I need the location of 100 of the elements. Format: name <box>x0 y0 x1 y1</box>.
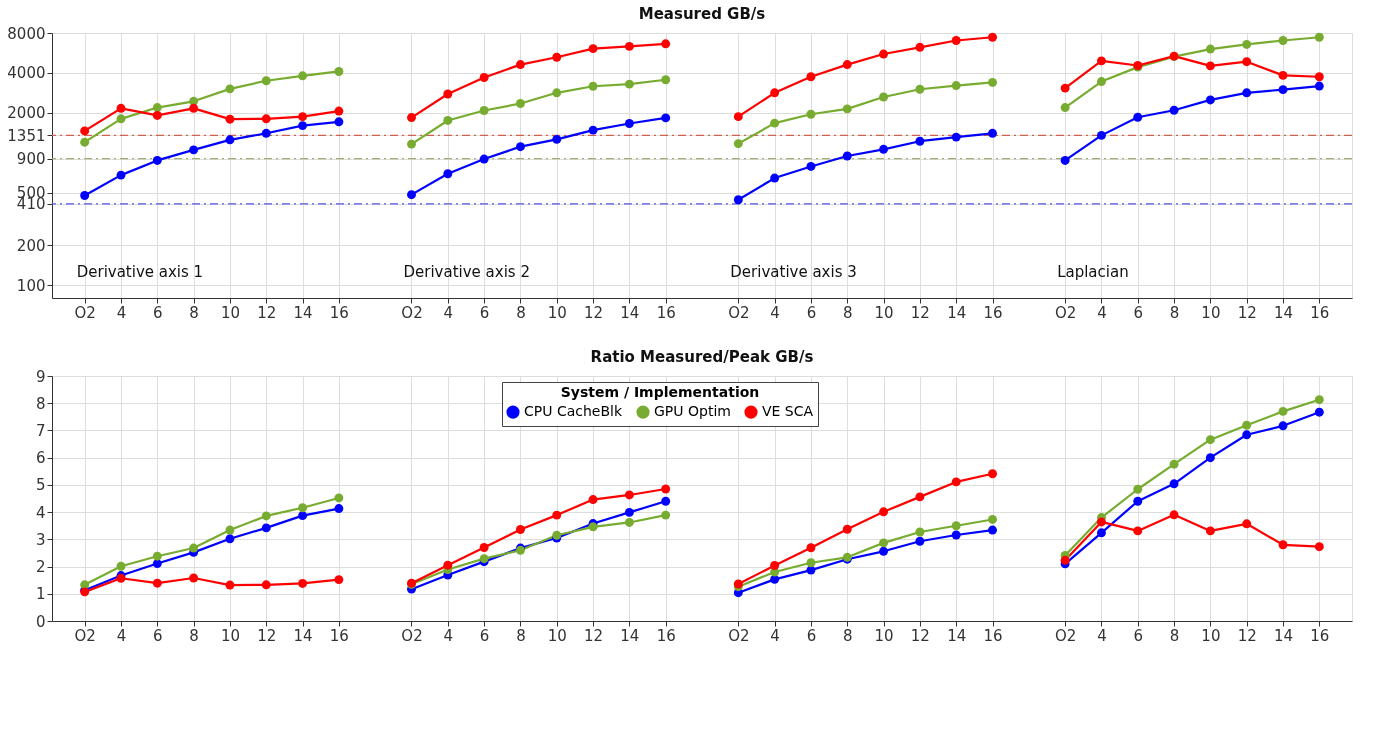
x-tick-label: 12 <box>1237 626 1257 645</box>
point <box>1314 32 1324 42</box>
point <box>1169 510 1179 520</box>
x-tick-label: O2 <box>1054 303 1077 322</box>
x-tick-label: 12 <box>584 303 604 322</box>
point <box>407 190 416 200</box>
point <box>951 521 961 531</box>
point <box>661 75 671 85</box>
point <box>624 119 634 128</box>
y-tick-label: 0 <box>35 612 46 631</box>
point <box>407 139 416 149</box>
point <box>661 484 671 494</box>
point <box>879 546 889 556</box>
point <box>552 510 562 520</box>
point <box>842 524 852 534</box>
x-tick-label: 10 <box>220 626 240 645</box>
point <box>1278 421 1288 431</box>
point <box>1133 112 1143 122</box>
point <box>915 136 925 146</box>
point <box>988 32 997 42</box>
point <box>1133 496 1143 506</box>
point <box>879 49 889 59</box>
point <box>770 173 780 183</box>
point <box>552 134 562 144</box>
annotation: Derivative axis 1 <box>76 263 204 281</box>
point <box>1242 430 1252 440</box>
point <box>116 103 126 113</box>
point <box>806 161 816 171</box>
point <box>1205 526 1215 536</box>
point <box>661 113 671 123</box>
x-tick-label: 14 <box>947 626 967 645</box>
point <box>915 536 925 546</box>
point <box>225 580 235 590</box>
point <box>988 515 997 524</box>
legend-title: System / Implementation <box>560 384 760 400</box>
x-tick-label: 10 <box>547 303 567 322</box>
x-tick-label: 6 <box>153 626 163 645</box>
point <box>1314 542 1324 552</box>
point <box>806 109 816 119</box>
point <box>225 135 235 145</box>
point <box>80 137 90 147</box>
point <box>915 527 925 537</box>
x-tick-label: 6 <box>479 303 490 322</box>
x-tick-label: 8 <box>189 626 199 645</box>
x-tick-label: 16 <box>983 626 1003 645</box>
point <box>261 76 271 86</box>
point <box>152 155 162 165</box>
point <box>225 525 235 535</box>
point <box>879 538 889 548</box>
x-tick-label: 4 <box>443 626 454 645</box>
point <box>515 60 525 70</box>
point <box>443 115 453 125</box>
x-tick-label: 6 <box>153 303 163 322</box>
x-tick-label: 10 <box>1201 626 1221 645</box>
point <box>588 495 598 505</box>
x-tick-label: O2 <box>401 303 423 322</box>
point <box>988 525 997 535</box>
point <box>1278 540 1288 550</box>
point <box>1278 36 1288 45</box>
point <box>624 41 634 51</box>
point <box>515 525 525 534</box>
point <box>443 89 453 99</box>
point <box>951 477 961 487</box>
point <box>298 511 308 521</box>
point <box>879 92 889 102</box>
point <box>334 106 344 116</box>
point <box>588 81 598 91</box>
point <box>1314 81 1324 91</box>
point <box>334 493 344 503</box>
point <box>988 128 997 138</box>
x-tick-label: 12 <box>257 626 277 645</box>
x-tick-label: 14 <box>293 626 313 645</box>
x-tick-label: O2 <box>728 303 750 322</box>
y-tick-label: 4000 <box>7 64 46 83</box>
point <box>443 560 453 570</box>
point <box>733 195 743 205</box>
point <box>479 106 489 115</box>
point <box>733 139 743 149</box>
x-tick-label: 6 <box>806 303 817 322</box>
x-tick-label: 14 <box>620 303 640 322</box>
point <box>879 507 889 517</box>
point <box>1133 484 1143 494</box>
y-tick-label: 7 <box>35 421 46 440</box>
y-tick-label: 100 <box>16 276 46 295</box>
y-tick-label: 200 <box>16 236 46 255</box>
point <box>298 71 308 81</box>
point <box>334 117 344 127</box>
point <box>770 118 780 128</box>
point <box>1169 459 1179 469</box>
point <box>298 121 308 131</box>
point <box>443 169 453 179</box>
point <box>661 496 671 506</box>
point <box>1314 407 1324 417</box>
point <box>334 67 344 76</box>
point <box>552 52 562 62</box>
x-tick-label: 8 <box>1169 303 1180 322</box>
point <box>1314 72 1324 82</box>
x-tick-label: O2 <box>74 303 96 322</box>
point <box>951 36 961 45</box>
point <box>261 114 271 124</box>
